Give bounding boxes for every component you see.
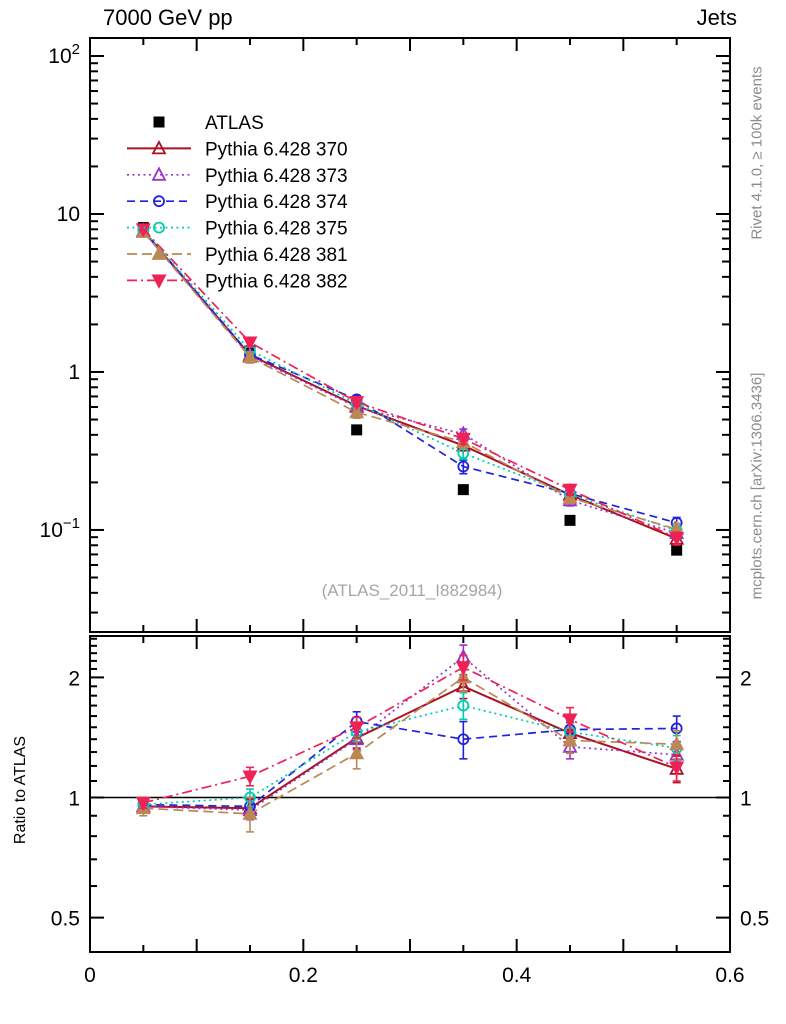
x-axis-tick-label: 0	[84, 964, 96, 987]
legend-marker-ATLAS	[153, 116, 165, 128]
mcplots-citation-label: mcplots.cern.ch [arXiv:1306.3436]	[748, 372, 766, 600]
series-marker-381	[349, 744, 365, 760]
observable-group-title: Jets	[696, 5, 737, 30]
legend-label-375: Pythia 6.428 375	[205, 219, 348, 240]
y-axis-tick-label: 102	[48, 41, 80, 68]
series-marker-381	[562, 732, 578, 747]
series-line-381	[143, 676, 677, 815]
legend-label-382: Pythia 6.428 382	[205, 271, 348, 292]
series-marker-ATLAS	[351, 424, 363, 436]
x-axis-tick-label: 0.6	[715, 964, 744, 987]
series-marker-382	[562, 483, 578, 499]
series-marker-381	[242, 805, 258, 820]
legend-marker-382	[151, 274, 167, 289]
series-marker-375	[457, 699, 470, 712]
main-panel-frame	[89, 37, 731, 633]
legend-marker-370	[151, 139, 167, 155]
series-marker-381	[669, 735, 685, 751]
ratio-axis-title: Ratio to ATLAS	[12, 735, 29, 845]
rivet-version-label: Rivet 4.1.0, ≥ 100k events	[748, 66, 766, 240]
series-marker-382	[349, 396, 365, 411]
series-marker-382	[242, 770, 258, 785]
series-marker-382	[669, 761, 685, 776]
y-axis-tick-label: 1	[68, 361, 80, 384]
series-line-382	[143, 666, 678, 804]
series-marker-374	[457, 460, 470, 473]
series-line-381	[142, 231, 677, 531]
series-line-370	[143, 685, 677, 810]
series-marker-382	[242, 336, 258, 351]
series-marker-ATLAS	[671, 544, 683, 556]
series-marker-382	[455, 661, 471, 676]
beam-energy-title: 7000 GeV pp	[103, 5, 233, 30]
series-marker-ATLAS	[457, 484, 469, 496]
analysis-id-watermark: (ATLAS_2011_I882984)	[321, 581, 503, 600]
ratio-tick-label-left: 0.5	[51, 908, 80, 931]
ratio-tick-label-right: 1	[740, 788, 752, 811]
series-line-375	[143, 704, 677, 806]
legend-label-373: Pythia 6.428 373	[205, 166, 348, 187]
series-marker-382	[349, 721, 365, 736]
series-marker-382	[455, 432, 471, 448]
ratio-tick-label-right: 0.5	[740, 908, 769, 931]
ratio-panel-frame	[89, 635, 731, 953]
series-line-382	[142, 228, 678, 539]
series-marker-382	[135, 223, 151, 238]
legend-label-ATLAS: ATLAS	[205, 113, 264, 134]
legend-label-370: Pythia 6.428 370	[205, 139, 348, 160]
ratio-tick-label-left: 1	[68, 788, 80, 811]
series-line-374	[143, 720, 677, 808]
legend-label-381: Pythia 6.428 381	[205, 245, 348, 266]
ratio-tick-label-left: 2	[68, 667, 80, 690]
legend-marker-373	[151, 166, 167, 181]
series-marker-374	[457, 733, 470, 746]
series-marker-381	[349, 403, 365, 419]
series-marker-ATLAS	[564, 514, 576, 526]
legend-marker-374	[153, 195, 165, 208]
legend-label-374: Pythia 6.428 374	[205, 192, 348, 213]
series-line-375	[142, 229, 677, 532]
y-axis-tick-label: 10−1	[40, 515, 80, 542]
series-marker-382	[562, 713, 578, 728]
legend-marker-375	[153, 221, 165, 234]
ratio-tick-label-right: 2	[740, 667, 752, 690]
series-marker-381	[242, 348, 258, 364]
series-line-373	[143, 655, 677, 811]
series-marker-382	[135, 796, 151, 812]
y-axis-tick-label: 10	[57, 203, 80, 226]
x-axis-tick-label: 0.4	[502, 964, 532, 987]
series-marker-382	[669, 532, 685, 547]
x-axis-tick-label: 0.2	[289, 964, 318, 987]
legend-marker-381	[151, 245, 167, 260]
